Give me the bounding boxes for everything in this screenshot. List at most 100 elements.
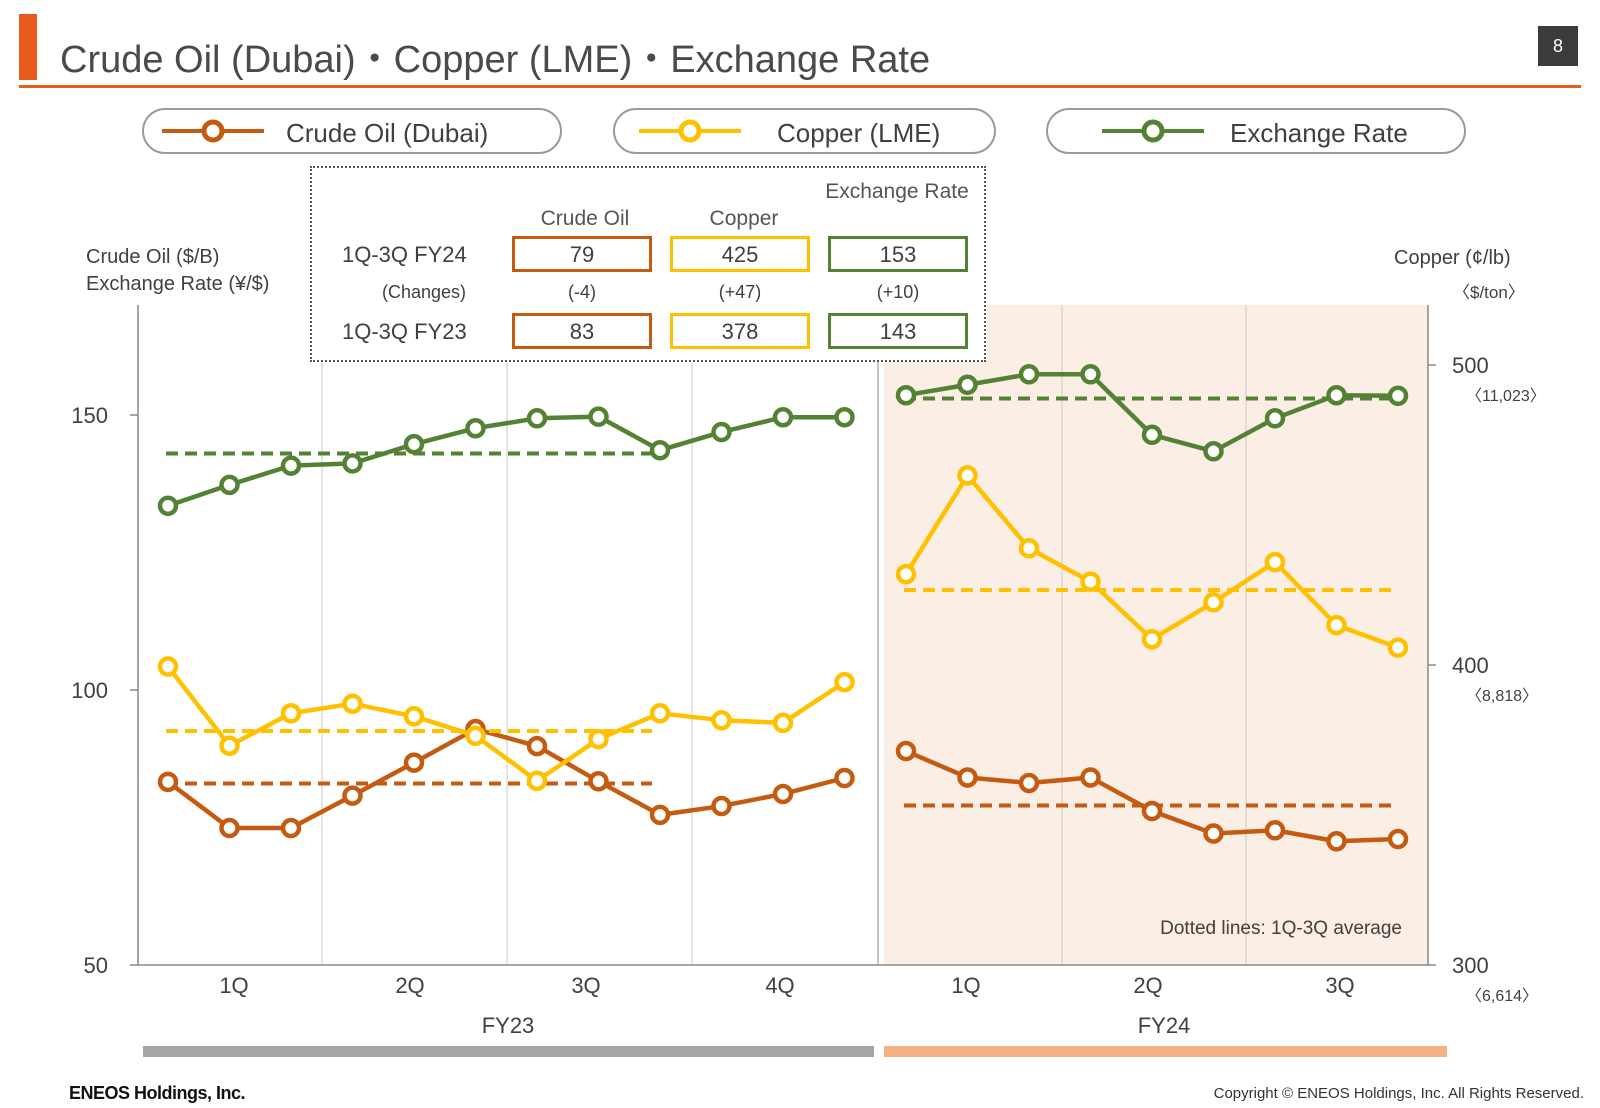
copper-lme-point: [219, 735, 240, 756]
copper-lme-point: [588, 728, 609, 750]
copper-lme-point: [157, 656, 179, 677]
exchange-rate-point: [403, 433, 425, 455]
exchange-rate-point: [1080, 364, 1101, 385]
exchange-rate-point: [1326, 384, 1347, 406]
copper-lme-point: [526, 770, 548, 792]
summary-row-fy24-label: 1Q-3Q FY24: [342, 242, 467, 267]
summary-fy23-copper: 378: [670, 313, 810, 349]
crude-oil-dubai-point: [280, 817, 302, 839]
right-tick-label: 500: [1452, 353, 1489, 378]
legend-fx: Exchange Rate: [1046, 108, 1466, 154]
copper-lme-point: [342, 693, 363, 714]
right-tick-label: 400: [1452, 653, 1489, 678]
exchange-rate-point: [895, 384, 917, 406]
right-tick-sublabel: 〈11,023〉: [1466, 388, 1546, 405]
fx-line-marker-icon: [1102, 119, 1204, 143]
quarter-label: 1Q: [219, 973, 248, 998]
summary-row-fy23-label: 1Q-3Q FY23: [342, 319, 467, 344]
period-label-fy24: FY24: [1138, 1013, 1191, 1038]
crude-oil-dubai-point: [1141, 800, 1163, 822]
copper-lme-point: [1203, 592, 1224, 613]
copper-line-marker-icon: [639, 119, 741, 143]
summary-change-copper: (+47): [718, 282, 762, 302]
copper-lme-point: [465, 725, 486, 747]
crude-oil-dubai-point: [1387, 828, 1409, 850]
exchange-rate-point: [1203, 441, 1224, 462]
copper-lme-point: [1326, 614, 1347, 636]
company-logo-text: ENEOS Holdings, Inc.: [69, 1083, 246, 1103]
summary-change-crude: (-4): [568, 282, 596, 302]
copper-lme-point: [834, 671, 855, 693]
quarter-label: 2Q: [395, 973, 424, 998]
left-axis-title: Crude Oil ($/B) Exchange Rate (¥/$): [86, 244, 269, 298]
crude-oil-dubai-point: [895, 740, 917, 762]
crude-oil-dubai-point: [957, 767, 978, 788]
fy24-period-bar: [884, 1046, 1447, 1057]
summary-change-fx: (+10): [876, 282, 920, 302]
exchange-rate-point: [280, 455, 302, 476]
summary-header-crude: Crude Oil: [540, 207, 630, 230]
exchange-rate-point: [1387, 385, 1409, 406]
crude-oil-dubai-point: [588, 771, 609, 792]
left-axis-title-fx: Exchange Rate (¥/$): [86, 273, 270, 295]
quarter-label: 3Q: [1325, 973, 1354, 998]
quarter-label: 4Q: [765, 973, 794, 998]
left-tick-label: 150: [71, 403, 108, 428]
right-tick-sublabel: 〈6,614〉: [1466, 988, 1538, 1005]
crude-oil-dubai-fy23-line: [166, 726, 846, 831]
copper-lme-point: [772, 712, 794, 734]
copper-lme-point: [403, 706, 425, 727]
crude-oil-dubai-point: [1080, 767, 1101, 788]
copper-lme-point: [1080, 571, 1101, 592]
crude-oil-dubai-point: [219, 817, 240, 839]
exchange-rate-point: [711, 421, 732, 443]
exchange-rate-point: [526, 408, 548, 429]
page-number: 8: [1538, 26, 1578, 66]
copper-lme-point: [1387, 637, 1409, 658]
exchange-rate-point: [219, 474, 240, 496]
summary-fy23-crude: 83: [512, 313, 652, 349]
exchange-rate-point: [157, 495, 179, 516]
crude-oil-dubai-point: [1018, 772, 1040, 794]
summary-fy24-fx: 153: [828, 236, 968, 272]
copper-lme-point: [1264, 551, 1286, 573]
crude-oil-dubai-point: [342, 785, 363, 806]
exchange-rate-fy23-line: [167, 414, 845, 508]
legend-copper-label: Copper (LME): [777, 118, 941, 148]
exchange-rate-point: [834, 406, 855, 428]
summary-table: Crude Oil Copper Exchange Rate 1Q-3Q FY2…: [310, 166, 986, 362]
title-divider: [19, 85, 1581, 88]
crude-line-marker-icon: [162, 119, 264, 143]
crude-oil-dubai-point: [526, 735, 548, 757]
left-tick-label: 100: [71, 678, 108, 703]
copper-lme-point: [957, 465, 978, 486]
copper-lme-point: [711, 709, 732, 731]
exchange-rate-point: [1018, 364, 1040, 385]
crude-oil-dubai-point: [649, 804, 671, 826]
legend-fx-label: Exchange Rate: [1230, 118, 1408, 148]
copper-lme-point: [649, 703, 671, 724]
title-accent-bar: [19, 14, 37, 80]
summary-header-fx: Exchange Rate: [825, 180, 969, 203]
copyright-text: Copyright © ENEOS Holdings, Inc. All Rig…: [1213, 1085, 1584, 1102]
exchange-rate-point: [588, 406, 609, 427]
exchange-rate-point: [1141, 424, 1163, 446]
copper-lme-point: [280, 703, 302, 724]
legend-crude-label: Crude Oil (Dubai): [286, 118, 489, 148]
right-tick-label: 300: [1452, 953, 1489, 978]
right-axis-title: Copper (¢/lb): [1394, 247, 1511, 269]
crude-oil-dubai-point: [1203, 823, 1224, 844]
legend-copper: Copper (LME): [613, 108, 996, 154]
crude-oil-dubai-point: [711, 795, 732, 817]
summary-fy24-copper: 425: [670, 236, 810, 272]
crude-oil-dubai-point: [403, 752, 425, 773]
exchange-rate-point: [465, 417, 486, 439]
average-annotation: Dotted lines: 1Q-3Q average: [1160, 918, 1402, 939]
quarter-label: 2Q: [1133, 973, 1162, 998]
left-axis-title-crude: Crude Oil ($/B): [86, 246, 220, 268]
right-tick-sublabel: 〈8,818〉: [1466, 688, 1538, 705]
fy23-period-bar: [143, 1046, 874, 1057]
exchange-rate-point: [1264, 408, 1286, 429]
copper-lme-point: [1018, 538, 1040, 559]
